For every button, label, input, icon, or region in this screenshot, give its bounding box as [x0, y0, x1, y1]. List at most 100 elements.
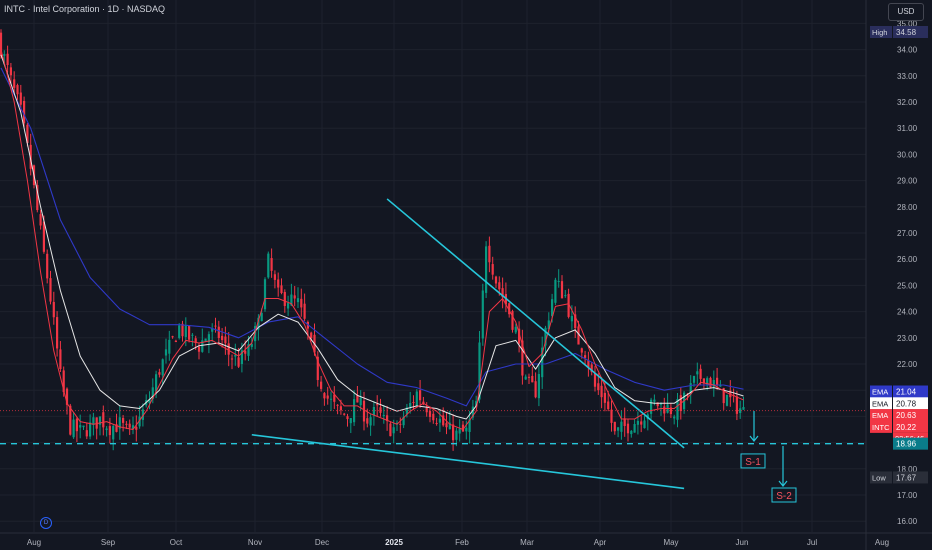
- candle-body: [155, 374, 158, 392]
- candle-body: [551, 299, 554, 317]
- candle-body: [570, 315, 573, 322]
- candle-body: [36, 185, 39, 211]
- candle-body: [244, 350, 247, 354]
- y-tick-label: 18.00: [897, 465, 918, 474]
- candle-body: [270, 258, 273, 271]
- candle-body: [29, 144, 32, 169]
- candle-body: [227, 343, 230, 355]
- candle-body: [372, 406, 375, 416]
- candle-body: [207, 334, 210, 343]
- ema2-badge-name: EMA: [872, 399, 888, 408]
- candle-body: [709, 377, 712, 388]
- candle-body: [554, 279, 557, 303]
- candle-body: [471, 406, 474, 418]
- candle-body: [415, 391, 418, 406]
- candle-body: [382, 414, 385, 416]
- x-tick-label: 2025: [385, 538, 403, 547]
- x-tick-label: Aug: [875, 538, 889, 547]
- high-badge-value-bg: [893, 26, 928, 38]
- candle-body: [280, 285, 283, 294]
- candle-body: [118, 417, 121, 429]
- candle-body: [676, 399, 679, 420]
- candle-body: [610, 409, 613, 423]
- currency-selector[interactable]: USD: [888, 3, 924, 21]
- y-tick-label: 35.00: [897, 19, 918, 28]
- candle-body: [230, 358, 234, 360]
- candle-body: [696, 371, 699, 375]
- ema1-badge-value: 21.04: [896, 388, 917, 397]
- candle-body: [19, 92, 22, 105]
- candle-body: [395, 422, 399, 425]
- candle-body: [287, 303, 290, 309]
- candle-body: [201, 340, 204, 352]
- candle-body: [590, 364, 593, 373]
- candle-body: [188, 326, 191, 340]
- candle-body: [402, 416, 405, 426]
- candle-body: [636, 420, 639, 425]
- candle-body: [626, 423, 630, 434]
- candle-body: [564, 295, 567, 297]
- dividend-event-icon[interactable]: D: [40, 517, 52, 529]
- candle-body: [428, 411, 432, 417]
- candle-body: [148, 399, 151, 404]
- candle-body: [359, 397, 362, 406]
- ema-blue-line: [0, 67, 744, 407]
- candle-body: [141, 409, 144, 420]
- y-tick-label: 23.00: [897, 334, 918, 343]
- high-badge-name: High: [872, 28, 887, 37]
- candle-body: [584, 355, 587, 358]
- candle-body: [211, 328, 214, 332]
- candle-body: [72, 419, 75, 438]
- y-tick-label: 26.00: [897, 255, 918, 264]
- candle-body: [217, 326, 220, 338]
- candle-body: [461, 424, 465, 432]
- ema1-badge-name: EMA: [872, 388, 888, 397]
- candle-body: [9, 67, 12, 76]
- target-arrow-1-head: [749, 435, 759, 442]
- ema3-badge-name: EMA: [872, 411, 888, 420]
- candle-body: [409, 402, 412, 407]
- candle-body: [432, 413, 435, 421]
- candle-body: [656, 402, 659, 407]
- candle-body: [194, 338, 197, 343]
- candle-body: [587, 360, 590, 368]
- candle-body: [653, 399, 656, 402]
- last-badge-name-bg: [870, 420, 892, 433]
- candle-body: [547, 320, 550, 330]
- ema1-badge-name-bg: [870, 385, 892, 398]
- candle-body: [131, 425, 135, 430]
- candle-body: [686, 394, 689, 396]
- candle-body: [178, 325, 181, 338]
- candle-body: [537, 374, 540, 399]
- candle-body: [389, 423, 392, 437]
- ema1-badge-value-bg: [893, 385, 928, 398]
- candle-body: [643, 420, 646, 429]
- y-tick-label: 28.00: [897, 203, 918, 212]
- y-tick-label: 29.00: [897, 177, 918, 186]
- candle-body: [135, 426, 138, 430]
- candle-body: [336, 404, 339, 406]
- candle-body: [247, 344, 250, 356]
- candle-body: [333, 394, 336, 402]
- ema3-badge-value: 20.63: [896, 411, 917, 420]
- candle-body: [739, 408, 742, 414]
- candle-body: [448, 422, 451, 430]
- candle-body: [16, 85, 19, 95]
- candle-body: [501, 288, 504, 298]
- candle-body: [65, 388, 69, 405]
- candle-body: [600, 385, 603, 398]
- candle-body: [42, 221, 45, 252]
- candle-body: [534, 381, 537, 398]
- y-tick-label: 33.00: [897, 72, 918, 81]
- candle-body: [514, 326, 517, 333]
- candle-body: [511, 311, 514, 330]
- candle-body: [735, 396, 738, 414]
- candle-body: [669, 407, 672, 415]
- candle-body: [191, 334, 194, 336]
- candle-body: [181, 323, 184, 337]
- candle-body: [574, 314, 577, 329]
- candle-body: [524, 376, 527, 380]
- candle-body: [475, 400, 478, 406]
- candle-body: [3, 54, 6, 56]
